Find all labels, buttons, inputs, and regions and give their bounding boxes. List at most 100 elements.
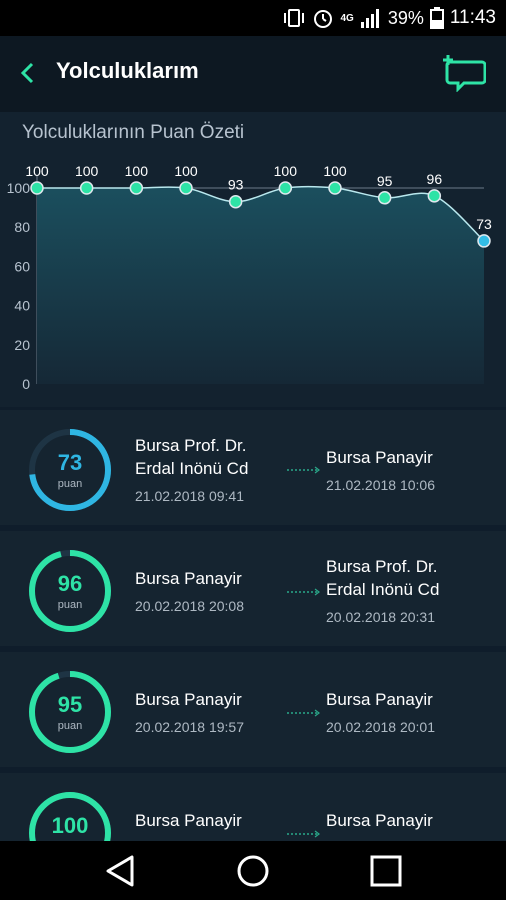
from-line: Bursa Panayir xyxy=(135,569,242,588)
from-line: Bursa Prof. Dr. xyxy=(135,436,247,455)
data-point[interactable] xyxy=(30,181,44,195)
add-chat-button[interactable] xyxy=(442,54,487,93)
y-tick-label: 20 xyxy=(14,337,30,353)
dotted-arrow-icon xyxy=(287,466,320,474)
nav-recents-button[interactable] xyxy=(368,853,404,889)
data-point[interactable] xyxy=(328,181,342,195)
score-line xyxy=(36,185,485,242)
to-line: Bursa Panayir xyxy=(326,448,433,467)
status-bar-right: 4G 39% 11:43 xyxy=(282,6,496,30)
trip-list: 73 puan Bursa Prof. Dr. Erdal Inönü Cd 2… xyxy=(0,410,506,841)
score-value: 100 xyxy=(51,813,89,838)
score-unit: puan xyxy=(57,599,83,611)
battery-percent: 39% xyxy=(387,7,424,28)
score-unit: puan xyxy=(57,478,83,490)
data-label: 93 xyxy=(228,177,244,193)
score-ring: 73 puan xyxy=(26,426,114,514)
score-value: 73 xyxy=(57,450,83,475)
battery-icon xyxy=(429,7,444,29)
score-progress xyxy=(29,429,111,511)
trip-card[interactable]: 73 puan Bursa Prof. Dr. Erdal Inönü Cd 2… xyxy=(0,410,506,525)
score-ring: 96 puan xyxy=(26,547,114,635)
from-address: Bursa Panayir xyxy=(135,688,285,711)
trip-card[interactable]: 95 puan Bursa Panayir 20.02.2018 19:57 B… xyxy=(0,652,506,767)
dotted-arrow-icon xyxy=(287,709,320,717)
from-line: Bursa Panayir xyxy=(135,690,242,709)
to-address: Bursa Prof. Dr. Erdal Inönü Cd xyxy=(326,555,496,601)
trip-card[interactable]: 100 puan Bursa Panayir Bursa Panayir xyxy=(0,773,506,841)
data-label: 100 xyxy=(25,163,49,179)
score-progress xyxy=(29,671,111,753)
recents-square-icon xyxy=(370,855,402,887)
to-line: Bursa Panayir xyxy=(326,811,433,830)
from-address: Bursa Prof. Dr. Erdal Inönü Cd xyxy=(135,434,285,480)
to-line: Erdal Inönü Cd xyxy=(326,580,440,599)
to-address: Bursa Panayir xyxy=(326,809,496,832)
trip-card[interactable]: 96 puan Bursa Panayir 20.02.2018 20:08 B… xyxy=(0,531,506,646)
data-label: 100 xyxy=(274,163,298,179)
dotted-arrow-icon xyxy=(287,588,320,596)
clock: 11:43 xyxy=(449,7,496,28)
from-line: Bursa Panayir xyxy=(135,811,242,830)
back-triangle-icon xyxy=(106,855,134,887)
home-circle-icon xyxy=(237,855,269,887)
to-time: 20.02.2018 20:31 xyxy=(326,609,435,625)
y-tick-label: 60 xyxy=(14,258,30,274)
page-title: Yolculuklarım xyxy=(56,58,199,83)
chevron-left-icon xyxy=(20,62,34,84)
signal-icon xyxy=(360,9,379,28)
to-line: Bursa Panayir xyxy=(326,690,433,709)
score-area xyxy=(37,186,484,384)
data-label: 100 xyxy=(323,163,347,179)
data-label: 100 xyxy=(125,163,149,179)
data-label: 73 xyxy=(476,216,492,232)
score-ring: 95 puan xyxy=(26,668,114,756)
nav-home-button[interactable] xyxy=(235,853,271,889)
data-label: 100 xyxy=(75,163,99,179)
vibrate-icon xyxy=(284,9,305,27)
to-address: Bursa Panayir xyxy=(326,688,496,711)
from-address: Bursa Panayir xyxy=(135,809,285,832)
score-value: 96 xyxy=(57,571,83,596)
data-point[interactable] xyxy=(228,194,243,209)
to-line: Bursa Prof. Dr. xyxy=(326,557,438,576)
alarm-icon xyxy=(314,10,333,28)
score-chart-panel: Yolculuklarının Puan Özeti 0 20 40 60 80 100 … xyxy=(0,112,506,407)
to-time: 21.02.2018 10:06 xyxy=(326,477,435,493)
system-nav-bar xyxy=(0,841,506,900)
score-unit: puan xyxy=(57,720,83,732)
from-time: 21.02.2018 09:41 xyxy=(135,488,244,504)
data-point[interactable] xyxy=(427,189,442,203)
from-address: Bursa Panayir xyxy=(135,567,285,590)
data-label: 95 xyxy=(377,173,393,189)
data-point[interactable] xyxy=(129,181,144,195)
data-label: 96 xyxy=(427,171,443,187)
y-tick-label: 100 xyxy=(7,180,31,196)
from-time: 20.02.2018 19:57 xyxy=(135,719,244,735)
score-progress xyxy=(29,792,111,841)
chart-title: Yolculuklarının Puan Özeti xyxy=(22,122,245,143)
network-type-label: 4G xyxy=(340,12,354,24)
score-progress xyxy=(29,550,111,632)
to-address: Bursa Panayir xyxy=(326,446,496,469)
dotted-arrow-icon xyxy=(287,830,320,838)
data-point[interactable] xyxy=(377,191,392,205)
add-chat-icon xyxy=(443,55,487,93)
from-line: Erdal Inönü Cd xyxy=(135,459,249,478)
back-button[interactable] xyxy=(18,60,38,88)
app-bar: Yolculuklarım xyxy=(0,36,506,112)
status-bar: 4G 39% 11:43 xyxy=(0,0,506,36)
data-point[interactable] xyxy=(79,181,94,195)
score-ring: 100 puan xyxy=(26,789,114,841)
score-value: 95 xyxy=(57,692,83,717)
y-tick-label: 80 xyxy=(14,219,30,235)
from-time: 20.02.2018 20:08 xyxy=(135,598,244,614)
y-tick-label: 40 xyxy=(14,298,30,314)
nav-back-button[interactable] xyxy=(102,853,138,889)
data-point[interactable] xyxy=(278,181,293,195)
to-time: 20.02.2018 20:01 xyxy=(326,719,435,735)
data-point[interactable] xyxy=(179,181,193,195)
data-label: 100 xyxy=(174,163,198,179)
data-point[interactable] xyxy=(477,234,491,248)
